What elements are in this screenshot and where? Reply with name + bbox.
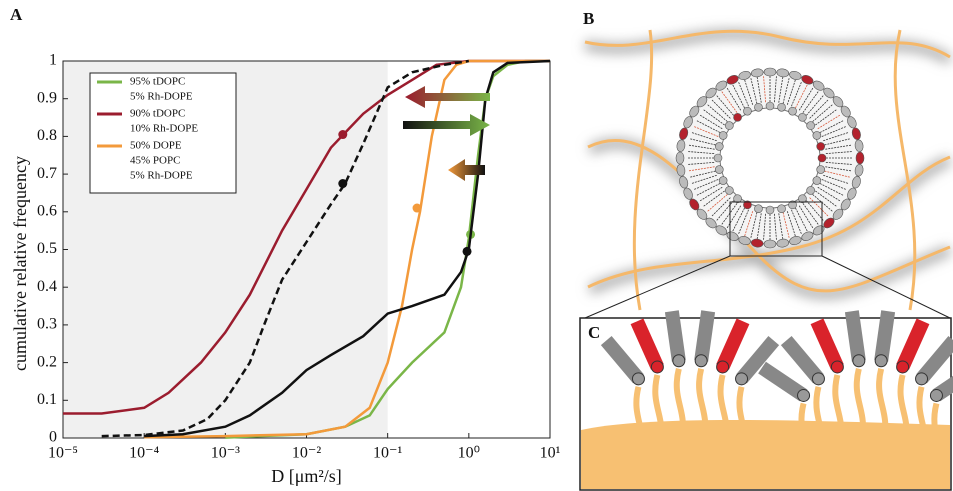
arrow	[405, 86, 490, 108]
lipid-head	[725, 122, 733, 130]
lipid-head	[813, 131, 821, 139]
legend-label: 10% Rh-DOPE	[130, 123, 198, 135]
lipid-head	[719, 131, 727, 139]
x-tick-label: 10⁰	[458, 445, 480, 462]
lipid-head	[930, 389, 942, 401]
panel-label: B	[583, 9, 594, 28]
lipid-head	[766, 102, 774, 110]
legend-label: 95% tDOPC	[130, 76, 185, 88]
y-tick-label: 0.4	[37, 278, 57, 295]
lipid-head	[734, 195, 742, 203]
chart: 0 0.1 0.2 0.3 0.4 0.5 0.6 0.7 0.8 0.9 1 10⁻⁵ 10⁻⁴ 10⁻…	[10, 52, 560, 486]
lipid-head	[778, 103, 786, 111]
lipid-head	[778, 205, 786, 213]
lipid-head	[715, 166, 723, 174]
vesicle-lumen	[720, 108, 820, 208]
lipid-head	[734, 113, 742, 121]
data-marker	[413, 204, 422, 213]
panel-label: C	[588, 323, 600, 342]
y-tick-label: 0	[49, 429, 57, 446]
substrate	[581, 420, 950, 489]
lipid-head	[807, 122, 815, 130]
legend-label: 5% Rh-DOPE	[130, 91, 193, 103]
lipid-head	[817, 166, 825, 174]
y-tick-label: 0.1	[37, 391, 57, 408]
lipid-head	[916, 373, 928, 385]
membrane-illustration	[580, 311, 953, 490]
lipid-head	[812, 373, 824, 385]
lipid-head	[695, 355, 707, 367]
x-tick-label: 10¹	[540, 445, 561, 462]
figure: 0 0.1 0.2 0.3 0.4 0.5 0.6 0.7 0.8 0.9 1 10⁻⁵ 10⁻⁴ 10⁻…	[0, 0, 953, 491]
x-tick-label: 10⁻⁴	[129, 445, 159, 462]
lipid-tail	[881, 311, 888, 361]
lipid-tail	[852, 311, 859, 361]
y-tick-label: 1	[49, 52, 57, 69]
lipid-head	[831, 361, 843, 373]
legend-label: 50% DOPE	[130, 140, 182, 152]
lipid-head	[673, 355, 685, 367]
legend-label: 5% Rh-DOPE	[130, 170, 193, 182]
lipid-head	[764, 240, 776, 248]
lipid-head	[789, 107, 797, 115]
legend-label: 90% tDOPC	[130, 108, 185, 120]
lipid-head	[714, 154, 722, 162]
lipid-tail	[701, 311, 708, 361]
lipid-head	[798, 113, 806, 121]
lipid-head	[853, 355, 865, 367]
x-axis-label: D [μm²/s]	[271, 466, 342, 486]
lipid-head	[764, 68, 776, 76]
y-axis-label: cumulative relative frequency	[10, 156, 30, 371]
x-tick-label: 10⁻³	[211, 445, 240, 462]
y-tick-label: 0.8	[37, 127, 57, 144]
lipid-head	[807, 186, 815, 194]
lipid-head	[715, 142, 723, 150]
data-marker	[338, 179, 347, 188]
lipid-head	[651, 361, 663, 373]
lipid-head	[813, 177, 821, 185]
lipid-head	[676, 152, 684, 164]
lipid-head	[719, 177, 727, 185]
lipid-head	[754, 103, 762, 111]
y-tick-label: 0.6	[37, 202, 57, 219]
lipid-head	[717, 361, 729, 373]
lipid-head	[798, 195, 806, 203]
lipid-head	[897, 361, 909, 373]
y-tick-label: 0.2	[37, 353, 57, 370]
data-marker	[463, 247, 472, 256]
y-tick-label: 0.3	[37, 316, 57, 333]
lipid-head	[766, 206, 774, 214]
lipid-head	[817, 142, 825, 150]
legend-label: 45% POPC	[130, 155, 180, 167]
lipid-head	[856, 152, 864, 164]
lipid-head	[818, 154, 826, 162]
x-tick-label: 10⁻⁵	[48, 445, 78, 462]
y-tick-label: 0.9	[37, 89, 57, 106]
lipid-head	[754, 205, 762, 213]
lipid-head	[875, 355, 887, 367]
lipid-head	[743, 107, 751, 115]
lipid-head	[736, 373, 748, 385]
x-tick-label: 10⁻²	[292, 445, 321, 462]
vesicle-illustration	[580, 30, 953, 318]
arrow	[403, 114, 490, 136]
lipid-head	[798, 389, 810, 401]
data-marker	[338, 130, 347, 139]
y-tick-label: 0.7	[37, 165, 57, 182]
y-tick-label: 0.5	[37, 240, 57, 257]
lipid-tail	[672, 311, 679, 361]
lipid-head	[632, 373, 644, 385]
panel-label: A	[10, 5, 23, 24]
x-tick-label: 10⁻¹	[373, 445, 402, 462]
lipid-head	[725, 186, 733, 194]
